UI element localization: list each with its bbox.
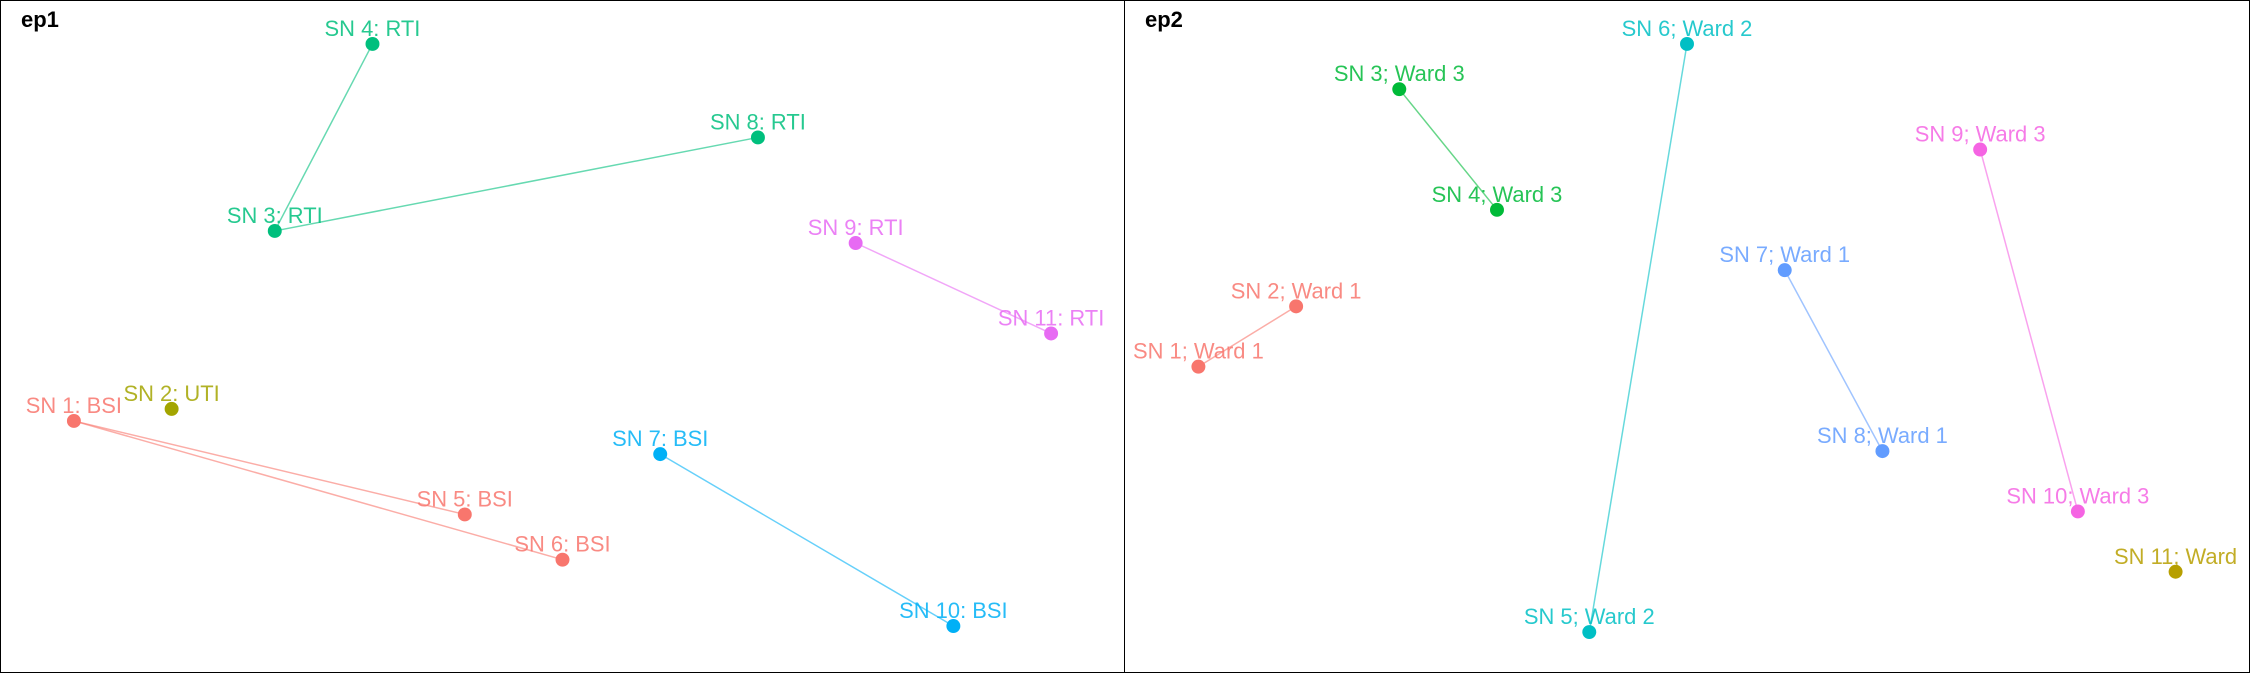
node-label-sn3: SN 3: RTI xyxy=(227,203,323,228)
node-label-sn6: SN 6: BSI xyxy=(514,532,610,557)
edge-sn9-sn11 xyxy=(855,242,1052,335)
node-sn8 xyxy=(750,130,765,145)
node-label-sn10: SN 10; Ward 3 xyxy=(2006,483,2149,508)
node-sn2 xyxy=(164,401,179,416)
node-label-sn9: SN 9: RTI xyxy=(808,215,904,240)
edge-sn7-sn10 xyxy=(659,453,954,627)
node-label-sn10: SN 10: BSI xyxy=(899,598,1007,623)
network-plot-ep1: SN 1: BSI SN 2: UTI SN 3: RTI SN 4: RTI SN 5… xyxy=(26,16,1104,634)
panel-title-ep1: ep1 xyxy=(21,7,59,32)
node-sn8 xyxy=(1875,444,1890,459)
node-sn4 xyxy=(365,36,380,51)
node-label-sn7: SN 7: BSI xyxy=(612,426,708,451)
node-sn9 xyxy=(1973,142,1988,157)
node-sn4 xyxy=(1490,202,1504,217)
node-label-sn2: SN 2; Ward 1 xyxy=(1231,278,1362,303)
node-label-sn7: SN 7; Ward 1 xyxy=(1719,242,1850,267)
edge-sn3-sn4 xyxy=(274,43,374,232)
node-label-sn8: SN 8: RTI xyxy=(710,109,806,134)
node-label-sn2: SN 2: UTI xyxy=(124,381,220,406)
node-sn11 xyxy=(2168,564,2183,579)
node-sn6 xyxy=(1680,36,1694,51)
node-sn3 xyxy=(1392,82,1407,97)
edge-sn1-sn6 xyxy=(73,420,563,561)
node-sn7 xyxy=(653,447,668,462)
node-label-sn6: SN 6; Ward 2 xyxy=(1622,16,1753,41)
node-sn5 xyxy=(1582,625,1597,640)
edge-sn9-sn10 xyxy=(1979,149,2079,512)
node-label-sn5: SN 5: BSI xyxy=(417,486,513,511)
node-label-sn4: SN 4: RTI xyxy=(325,16,421,41)
panel-ep1: SN 1: BSI SN 2: UTI SN 3: RTI SN 4: RTI SN 5… xyxy=(0,0,1125,673)
panel-title-ep2: ep2 xyxy=(1145,7,1183,32)
panel-ep2: SN 1; Ward 1 SN 2; Ward 1 SN 3; Ward 3 SN 4… xyxy=(1124,0,2250,673)
node-sn10 xyxy=(946,619,961,634)
node-label-sn3: SN 3; Ward 3 xyxy=(1334,61,1465,86)
node-label-sn4: SN 4; Ward 3 xyxy=(1432,182,1563,207)
edge-sn3-sn8 xyxy=(274,136,759,232)
node-label-sn1: SN 1: BSI xyxy=(26,393,122,418)
edge-sn3-sn4 xyxy=(1398,88,1498,211)
node-sn6 xyxy=(555,552,570,567)
node-sn11 xyxy=(1044,326,1059,341)
edge-sn5-sn6 xyxy=(1588,43,1688,633)
node-sn7 xyxy=(1777,263,1792,278)
node-label-sn1: SN 1; Ward 1 xyxy=(1133,339,1264,364)
node-sn1 xyxy=(1191,359,1206,374)
node-sn1 xyxy=(66,413,81,428)
node-sn3 xyxy=(267,223,282,238)
node-sn9 xyxy=(848,236,863,250)
node-sn2 xyxy=(1289,299,1304,314)
node-label-sn8: SN 8; Ward 1 xyxy=(1817,423,1948,448)
edge-sn1-sn2 xyxy=(1198,305,1297,368)
node-label-sn9: SN 9; Ward 3 xyxy=(1915,122,2046,147)
node-sn5 xyxy=(457,507,472,522)
node-sn10 xyxy=(2070,504,2085,519)
edge-sn7-sn8 xyxy=(1784,269,1884,452)
network-plot-ep2: SN 1; Ward 1 SN 2; Ward 1 SN 3; Ward 3 SN 4… xyxy=(1133,16,2237,640)
node-label-sn11: SN 11; Ward xyxy=(2114,544,2237,569)
node-label-sn5: SN 5; Ward 2 xyxy=(1524,604,1655,629)
edge-sn1-sn5 xyxy=(73,420,465,516)
node-label-sn11: SN 11: RTI xyxy=(998,306,1104,331)
